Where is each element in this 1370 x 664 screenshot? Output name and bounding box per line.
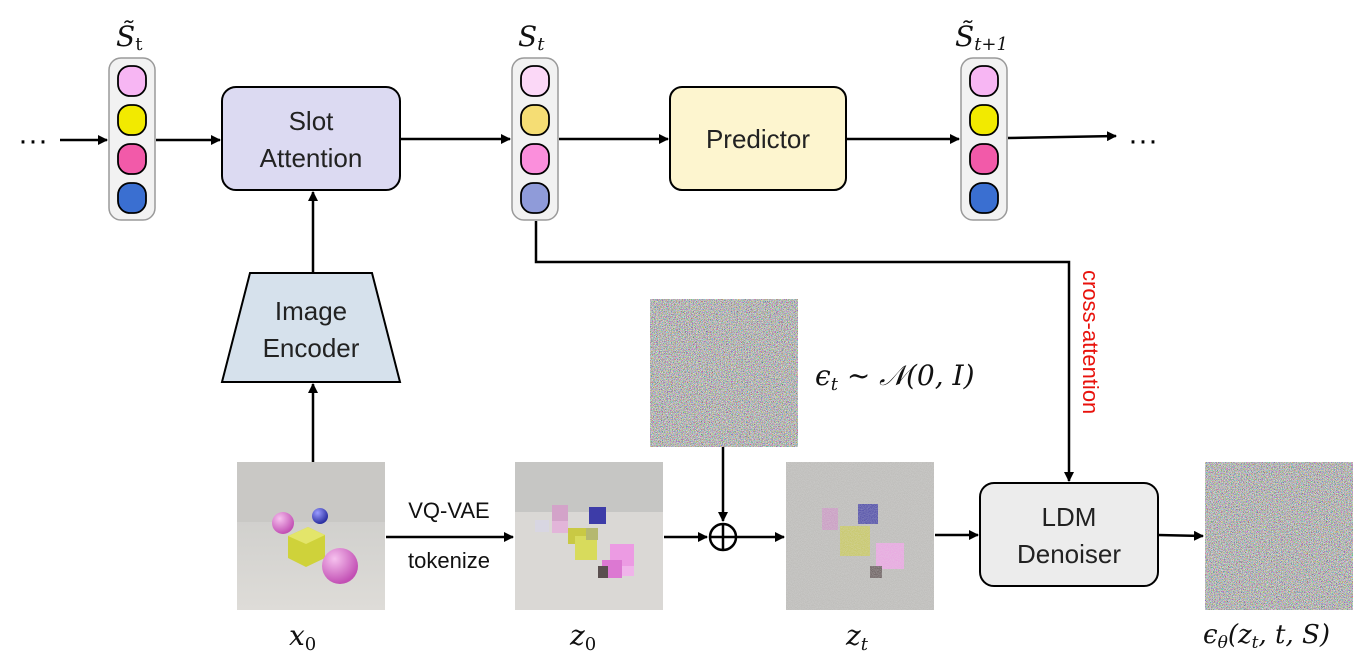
slot-input-2 [117,104,147,136]
slot-output-3 [969,143,999,175]
arrow-cross-attention [534,221,1074,482]
noisy-latent-zt [786,462,934,610]
arrow-denoiser-to-output [1157,530,1204,541]
slots-output [960,57,1008,221]
slots-middle [511,57,559,221]
latent-image-z0 [515,462,663,610]
arrow-slots-output-to-ellipsis [1007,131,1117,142]
predictor-box: Predictor [669,86,847,191]
slot-input-4 [117,182,147,214]
label-slots-output: S̃t+1 [955,20,1008,55]
svg-text:Slot: Slot [289,106,335,136]
input-image-x0 [237,462,385,610]
image-encoder-box: Image Encoder [220,272,402,383]
slot-output-1 [969,65,999,97]
noise-image [650,299,798,447]
svg-text:LDM: LDM [1042,502,1097,532]
slot-middle-3 [520,143,550,175]
label-x0: x0 [289,619,316,655]
slot-middle-2 [520,104,550,136]
slots-input [108,57,156,221]
svg-text:Denoiser: Denoiser [1017,539,1121,569]
label-z0: z0 [569,619,596,655]
svg-text:Predictor: Predictor [706,124,810,154]
slot-middle-1 [520,65,550,97]
label-vqvae: VQ-VAE [408,498,490,523]
slot-input-1 [117,65,147,97]
label-cross-attention: cross-attention [1078,270,1103,414]
svg-text:Image: Image [275,296,347,326]
label-slots-input: S̃t [116,20,143,55]
slot-attention-box: Slot Attention [221,86,401,191]
label-zt: zt [845,619,869,655]
label-output: ϵθ(zt, t, S) [1203,620,1330,653]
slot-output-2 [969,104,999,136]
ldm-denoiser-box: LDM Denoiser [979,482,1159,587]
ellipsis-right: ··· [1128,124,1158,157]
svg-text:Attention: Attention [260,143,363,173]
ellipsis-left: ··· [18,124,48,157]
label-tokenize: tokenize [408,548,490,573]
plus-operator [708,522,738,552]
slot-output-4 [969,182,999,214]
svg-text:Encoder: Encoder [263,333,360,363]
slot-middle-4 [520,182,550,214]
label-noise-eq: ϵt ~ 𝒩(0, I) [815,359,975,395]
label-slots-middle: St [518,20,545,55]
slot-input-3 [117,143,147,175]
output-noise-image [1205,462,1353,610]
